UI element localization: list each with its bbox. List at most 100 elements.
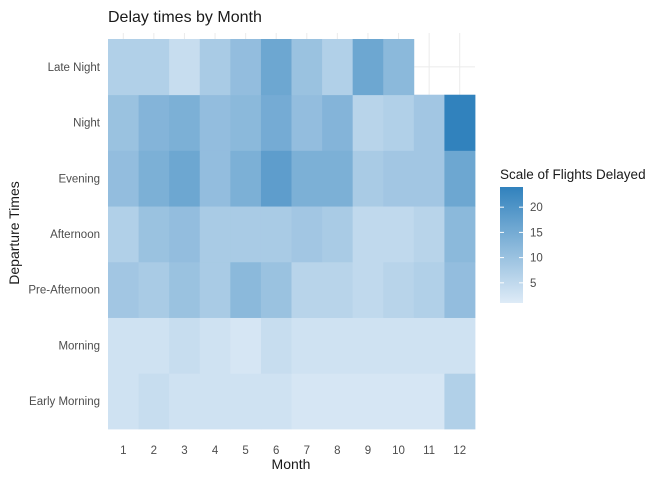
heatmap-cell <box>352 206 384 263</box>
colorbar-tick-label: 15 <box>530 227 543 239</box>
heatmap-cell <box>169 206 201 263</box>
y-tick-label: Pre-Afternoon <box>28 285 100 297</box>
heatmap-cell <box>169 150 201 207</box>
x-tick-label: 9 <box>365 445 371 457</box>
heatmap-cell <box>444 317 476 374</box>
heatmap-cell <box>199 39 231 96</box>
heatmap-cell <box>260 373 292 430</box>
heatmap-cell <box>169 317 201 374</box>
heatmap-cell <box>291 39 323 96</box>
x-tick-label: 1 <box>120 445 126 457</box>
heatmap-cell <box>169 373 201 430</box>
heatmap-cell <box>444 150 476 207</box>
y-tick-label: Evening <box>58 173 100 185</box>
heatmap-cell <box>260 261 292 318</box>
heatmap-cell <box>383 206 415 263</box>
colorbar-gradient <box>500 187 523 303</box>
y-tick-label: Late Night <box>48 62 101 74</box>
heatmap-cell <box>199 373 231 430</box>
heatmap-cell <box>413 150 445 207</box>
heatmap-cell <box>108 373 139 430</box>
x-tick-label: 2 <box>151 445 157 457</box>
heatmap-cell <box>199 150 231 207</box>
heatmap-cell <box>138 206 170 263</box>
heatmap-cell <box>413 206 445 263</box>
x-axis-ticks: 1 2 3 4 5 6 7 8 9 10 11 12 <box>120 445 466 457</box>
y-tick-label: Morning <box>58 340 100 352</box>
heatmap-cell <box>352 39 384 96</box>
heatmap-cell <box>413 373 445 430</box>
heatmap-cell <box>383 261 415 318</box>
heatmap-cell <box>322 317 354 374</box>
heatmap-cell <box>230 150 262 207</box>
heatmap-cell <box>322 39 354 96</box>
heatmap-cell <box>230 39 262 96</box>
heatmap-cell <box>138 94 170 151</box>
heatmap-cell <box>199 94 231 151</box>
x-tick-label: 3 <box>181 445 187 457</box>
heatmap-cell <box>260 206 292 263</box>
heatmap-cell <box>291 150 323 207</box>
colorbar-tick-label: 5 <box>530 278 536 290</box>
heatmap-cell <box>322 150 354 207</box>
heatmap-cell <box>352 94 384 151</box>
heatmap-cell <box>230 261 262 318</box>
heatmap-cell <box>322 94 354 151</box>
x-tick-label: 6 <box>273 445 279 457</box>
heatmap-cell <box>169 94 201 151</box>
colorbar-legend: Scale of Flights Delayed 5 10 15 20 <box>500 167 646 303</box>
heatmap-cell <box>138 261 170 318</box>
y-tick-label: Early Morning <box>29 396 100 408</box>
heatmap-cell <box>322 206 354 263</box>
heatmap-cell <box>230 206 262 263</box>
heatmap-cell <box>352 373 384 430</box>
heatmap-cell <box>230 317 262 374</box>
heatmap-cell <box>108 39 139 96</box>
y-tick-label: Afternoon <box>50 229 100 241</box>
heatmap-cell <box>169 261 201 318</box>
heatmap-cell <box>260 150 292 207</box>
colorbar-title: Scale of Flights Delayed <box>500 167 646 182</box>
x-tick-label: 4 <box>212 445 219 457</box>
heatmap-cell <box>291 206 323 263</box>
heatmap-cells <box>108 39 476 430</box>
heatmap-cell <box>444 261 476 318</box>
heatmap-cell <box>260 94 292 151</box>
y-axis-title: Departure Times <box>6 181 22 284</box>
heatmap-cell <box>138 150 170 207</box>
heatmap-cell <box>383 150 415 207</box>
heatmap-cell <box>352 150 384 207</box>
heatmap-cell <box>444 206 476 263</box>
heatmap-cell <box>230 94 262 151</box>
heatmap-cell <box>291 317 323 374</box>
heatmap-cell <box>291 373 323 430</box>
heatmap-cell <box>230 373 262 430</box>
heatmap-cell <box>444 94 476 151</box>
heatmap-cell <box>199 206 231 263</box>
heatmap-cell <box>108 206 139 263</box>
heatmap-cell <box>108 317 139 374</box>
heatmap-cell <box>199 261 231 318</box>
heatmap-cell <box>260 39 292 96</box>
x-tick-label: 5 <box>242 445 248 457</box>
heatmap-cell <box>108 150 139 207</box>
heatmap-cell <box>413 94 445 151</box>
heatmap-cell <box>108 261 139 318</box>
heatmap-cell <box>413 261 445 318</box>
heatmap-cell <box>383 39 415 96</box>
heatmap-cell <box>383 94 415 151</box>
y-axis-ticks: Early Morning Morning Pre-Afternoon Afterno… <box>28 62 100 408</box>
colorbar-tick-label: 10 <box>530 253 543 265</box>
x-tick-label: 12 <box>453 445 466 457</box>
x-tick-label: 8 <box>334 445 340 457</box>
x-tick-label: 10 <box>392 445 405 457</box>
heatmap-cell <box>322 261 354 318</box>
heatmap-cell <box>352 317 384 374</box>
x-tick-label: 11 <box>423 445 435 457</box>
heatmap-cell <box>291 94 323 151</box>
heatmap-cell <box>413 317 445 374</box>
heatmap-cell <box>444 373 476 430</box>
heatmap-cell <box>138 373 170 430</box>
heatmap-cell <box>352 261 384 318</box>
